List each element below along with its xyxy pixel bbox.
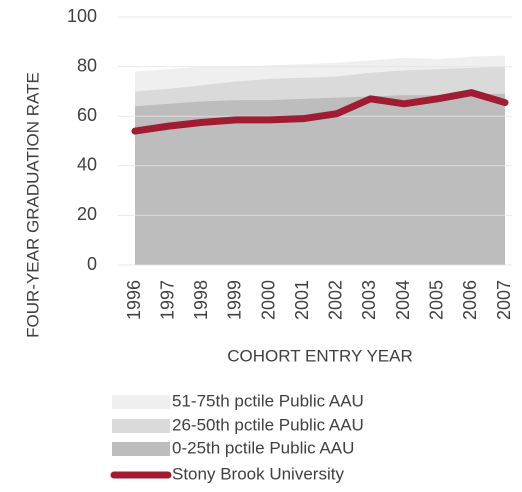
x-tick-label: 2000 bbox=[258, 280, 278, 320]
x-tick-label: 1999 bbox=[225, 280, 245, 320]
x-tick-label: 2007 bbox=[494, 280, 514, 320]
x-tick-label: 2001 bbox=[292, 280, 312, 320]
area bbox=[135, 93, 505, 265]
line bbox=[131, 89, 509, 135]
x-tick-label: 1996 bbox=[124, 280, 144, 320]
y-axis-title: FOUR-YEAR GRADUATION RATE bbox=[23, 72, 42, 338]
y-tick-label: 0 bbox=[87, 254, 97, 274]
legend-label: Stony Brook University bbox=[172, 464, 344, 483]
x-tick-label: 1997 bbox=[157, 280, 177, 320]
legend-label: 26-50th pctile Public AAU bbox=[172, 415, 364, 434]
x-tick-label: 2003 bbox=[359, 280, 379, 320]
x-tick-label: 2005 bbox=[426, 280, 446, 320]
x-tick-label: 1998 bbox=[191, 280, 211, 320]
y-tick-label: 100 bbox=[67, 6, 97, 26]
legend-swatch bbox=[112, 419, 170, 433]
x-tick-label: 2006 bbox=[460, 280, 480, 320]
y-tick-label: 80 bbox=[77, 55, 97, 75]
legend-swatch bbox=[112, 395, 170, 409]
x-axis-title: COHORT ENTRY YEAR bbox=[227, 346, 412, 365]
x-tick-label: 2004 bbox=[393, 280, 413, 320]
y-tick-label: 40 bbox=[77, 155, 97, 175]
legend-label: 0-25th pctile Public AAU bbox=[172, 438, 354, 457]
legend-swatch bbox=[112, 442, 170, 456]
legend-label: 51-75th pctile Public AAU bbox=[172, 391, 364, 410]
y-tick-label: 20 bbox=[77, 204, 97, 224]
y-tick-label: 60 bbox=[77, 105, 97, 125]
x-tick-label: 2002 bbox=[326, 280, 346, 320]
